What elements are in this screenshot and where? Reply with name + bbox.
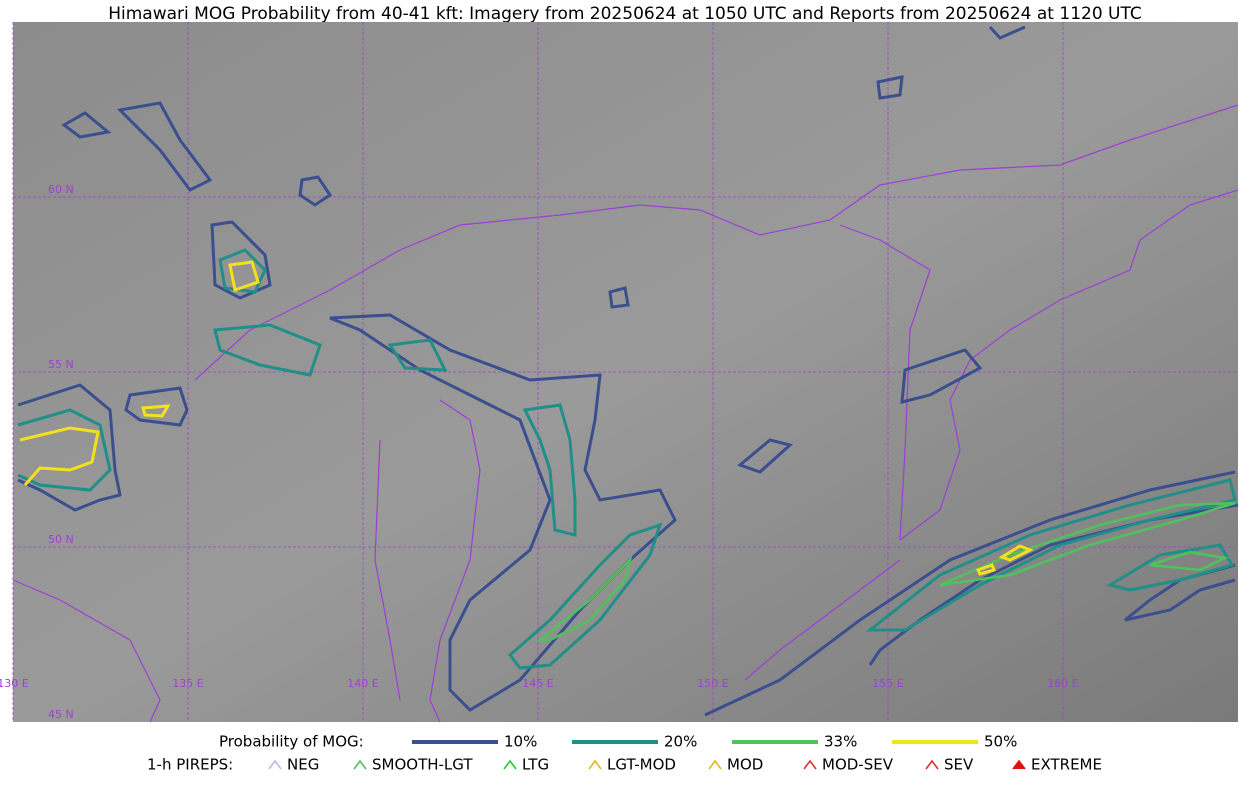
legend: Probability of MOG: 10% 20% 33% 50% 1-h PIREP… (147, 733, 1102, 774)
lon-label: 160 E (1047, 677, 1078, 690)
pirep-label: MOD-SEV (822, 756, 894, 774)
legend-label: 50% (984, 733, 1017, 751)
pirep-symbol (268, 759, 282, 770)
legend-label: 10% (504, 733, 537, 751)
lat-label: 50 N (48, 533, 74, 546)
lat-label: 60 N (48, 183, 74, 196)
lon-label: 130 E (0, 677, 29, 690)
pirep-label: SMOOTH-LGT (372, 756, 473, 774)
lon-label: 150 E (697, 677, 728, 690)
pirep-symbol (925, 759, 939, 770)
mog-contours (17, 25, 1239, 717)
pirep-label: MOD (727, 756, 763, 774)
lat-label: 45 N (48, 708, 74, 721)
legend-label: 33% (824, 733, 857, 751)
coastlines (12, 104, 1239, 723)
pirep-symbol (708, 759, 722, 770)
pirep-symbol (353, 759, 367, 770)
lon-label: 135 E (172, 677, 203, 690)
pirep-symbol (1012, 759, 1026, 770)
pirep-symbol (588, 759, 602, 770)
pirep-label: EXTREME (1031, 756, 1102, 774)
legend-label: 20% (664, 733, 697, 751)
pirep-symbol (503, 759, 517, 770)
lon-label: 155 E (872, 677, 903, 690)
legend-title: Probability of MOG: (219, 733, 364, 751)
pirep-label: LGT-MOD (607, 756, 676, 774)
pirep-label: SEV (944, 756, 974, 774)
pirep-symbol (803, 759, 817, 770)
title: Himawari MOG Probability from 40-41 kft:… (108, 4, 1142, 24)
pirep-label: LTG (522, 756, 549, 774)
lon-label: 140 E (347, 677, 378, 690)
pirep-label: NEG (287, 756, 319, 774)
graticule: 60 N 55 N 50 N 45 N 130 E 135 E 140 E 145 E 150 … (0, 22, 1238, 722)
lat-label: 55 N (48, 358, 74, 371)
lon-label: 145 E (522, 677, 553, 690)
pirep-title: 1-h PIREPS: (147, 756, 233, 774)
